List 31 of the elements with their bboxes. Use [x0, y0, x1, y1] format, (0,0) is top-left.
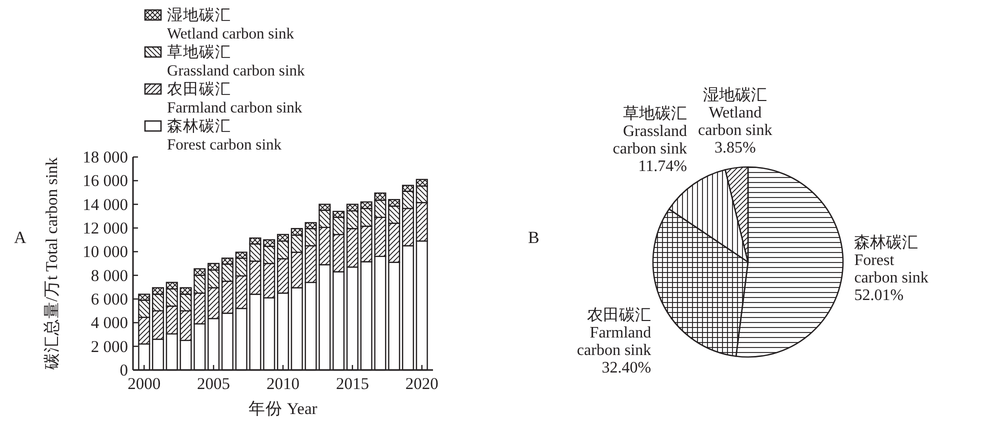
- y-tick-label: 8 000: [90, 266, 128, 285]
- y-tick-label: 2 000: [90, 336, 128, 356]
- legend-label: 农田碳汇 Farmland carbon sink: [167, 80, 302, 116]
- y-tick-label: 12 000: [82, 218, 128, 238]
- legend-label: 湿地碳汇 Wetland carbon sink: [167, 6, 294, 42]
- slice-label: 农田碳汇 Farmland carbon sink: [576, 306, 652, 360]
- y-tick-label: 0: [120, 360, 128, 380]
- y-tick-label: 14 000: [82, 194, 128, 214]
- slice-label: 草地碳汇 Grassland carbon sink: [612, 104, 687, 158]
- data-label: 52.01%: [854, 286, 904, 304]
- slice-label: 森林碳汇 Forest carbon sink: [854, 233, 928, 286]
- y-tick-label: 4 000: [90, 313, 128, 332]
- legend-label: 草地碳汇 Grassland carbon sink: [167, 43, 305, 80]
- x-tick-label: 2010: [266, 374, 300, 393]
- y-tick-label: 16 000: [82, 171, 128, 190]
- x-tick-label: 2015: [336, 374, 369, 393]
- y-tick-label: 18 000: [82, 148, 128, 166]
- x-tick-label: 2000: [128, 374, 161, 393]
- legend-label: 森林碳汇 Forest carbon sink: [167, 117, 282, 154]
- slice-label: 湿地碳汇 Wetland carbon sink: [698, 86, 772, 139]
- x-tick-label: 2005: [197, 374, 230, 393]
- y-tick-label: 6 000: [90, 290, 128, 308]
- data-label: 32.40%: [602, 360, 652, 377]
- data-label: 11.74%: [638, 158, 687, 175]
- text: B: [528, 228, 540, 247]
- y-axis-title: 碳汇总量/万t Total carbon sink: [42, 156, 61, 371]
- text: A: [14, 228, 27, 247]
- x-axis-title: 年份 Year: [248, 399, 318, 418]
- y-tick-label: 10 000: [82, 242, 128, 262]
- data-label: 3.85%: [714, 139, 756, 156]
- x-tick-label: 2020: [405, 374, 438, 393]
